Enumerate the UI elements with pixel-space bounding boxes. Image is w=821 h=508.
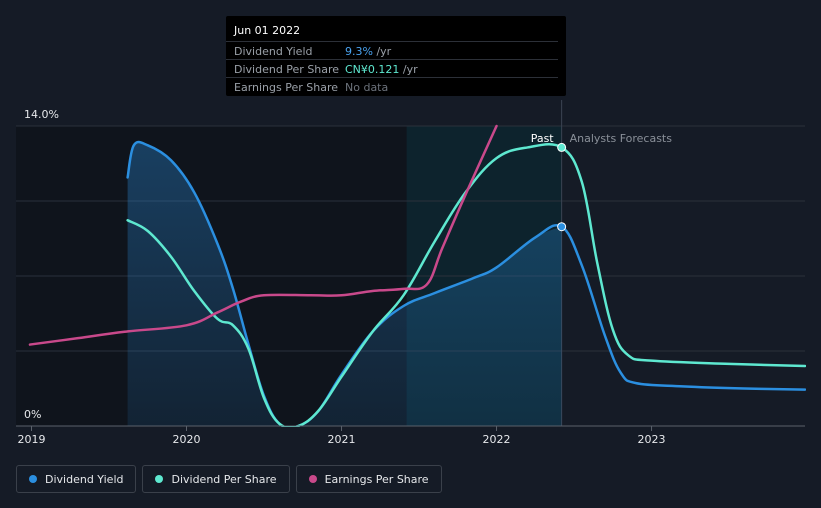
tooltip-row-value: 9.3% /yr (345, 45, 391, 58)
tooltip-row-name: Earnings Per Share (234, 81, 339, 94)
legend-dot-icon (308, 475, 317, 483)
marker-dividend-per-share[interactable] (557, 142, 567, 152)
x-tick-label: 2021 (328, 433, 356, 446)
legend-label: Dividend Yield (45, 472, 124, 486)
series-line-dividend-per-share (126, 142, 806, 427)
tooltip-date: Jun 01 2022 (234, 24, 301, 37)
data-tooltip: Jun 01 2022 Dividend Yield 9.3% /yr Divi… (226, 16, 566, 96)
tooltip-unit: /yr (399, 63, 418, 76)
tooltip-value-text: 9.3% (345, 45, 373, 58)
forecast-label: Analysts Forecasts (570, 132, 673, 145)
y-tick-label-max: 14.0% (24, 108, 59, 121)
tooltip-row-dividend-per-share: Dividend Per Share CN¥0.121 /yr (226, 59, 558, 78)
tooltip-row-value: No data (345, 81, 388, 94)
tooltip-row-name: Dividend Per Share (234, 63, 340, 76)
x-tick-label: 2022 (483, 433, 511, 446)
past-label: Past (531, 132, 555, 145)
chart-legend: Dividend Yield Dividend Per Share Earnin… (16, 465, 442, 495)
x-tick-label: 2020 (173, 433, 201, 446)
tooltip-row-value: CN¥0.121 /yr (345, 63, 418, 76)
x-tick-label: 2019 (18, 433, 46, 446)
tooltip-row-name: Dividend Yield (234, 45, 313, 58)
legend-item-earnings-per-share[interactable]: Earnings Per Share (295, 465, 442, 493)
marker-dividend-yield[interactable] (557, 222, 567, 232)
series-area-dividend-yield (127, 142, 562, 427)
legend-item-dividend-yield[interactable]: Dividend Yield (16, 465, 137, 493)
tooltip-unit: /yr (372, 45, 392, 58)
y-tick-label-min: 0% (24, 408, 41, 421)
legend-label: Dividend Per Share (171, 472, 277, 486)
tooltip-row-dividend-yield: Dividend Yield 9.3% /yr (226, 41, 558, 60)
series-line-earnings-per-share (28, 124, 498, 346)
tooltip-value-text: No data (345, 81, 389, 94)
legend-dot-icon (29, 475, 37, 483)
x-tick-label: 2023 (638, 433, 666, 446)
legend-item-dividend-per-share[interactable]: Dividend Per Share (142, 465, 290, 493)
tooltip-row-earnings-per-share: Earnings Per Share No data (226, 77, 558, 96)
legend-dot-icon (155, 475, 164, 483)
legend-label: Earnings Per Share (324, 472, 429, 486)
tooltip-value-text: CN¥0.121 (345, 63, 400, 76)
